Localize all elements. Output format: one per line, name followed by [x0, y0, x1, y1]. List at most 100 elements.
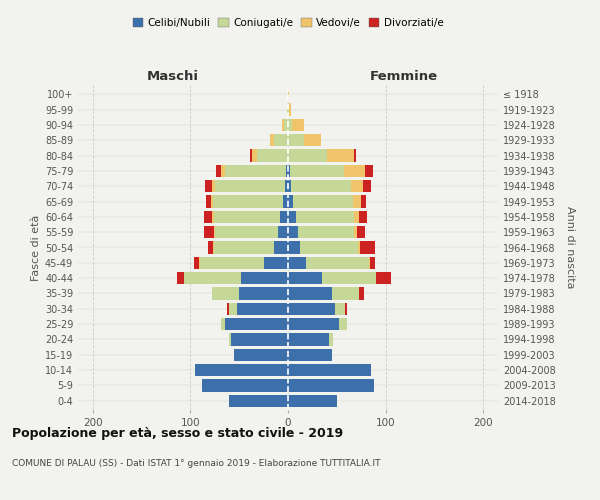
- Bar: [344, 164, 365, 177]
- Bar: [355, 149, 356, 162]
- Bar: [363, 180, 371, 192]
- Bar: [352, 180, 363, 192]
- Bar: [288, 210, 296, 223]
- Bar: [202, 379, 288, 392]
- Bar: [216, 164, 221, 177]
- Bar: [212, 210, 214, 223]
- Legend: Celibi/Nubili, Coniugati/e, Vedovi/e, Divorziati/e: Celibi/Nubili, Coniugati/e, Vedovi/e, Di…: [130, 15, 446, 32]
- Bar: [288, 272, 322, 284]
- Bar: [322, 272, 376, 284]
- Bar: [288, 287, 332, 300]
- Bar: [370, 256, 375, 269]
- Bar: [278, 226, 288, 238]
- Bar: [288, 180, 291, 192]
- Bar: [288, 379, 374, 392]
- Bar: [288, 364, 371, 376]
- Bar: [226, 164, 286, 177]
- Bar: [200, 256, 263, 269]
- Bar: [214, 210, 280, 223]
- Text: Popolazione per età, sesso e stato civile - 2019: Popolazione per età, sesso e stato civil…: [12, 428, 343, 440]
- Bar: [359, 287, 364, 300]
- Bar: [214, 226, 215, 238]
- Bar: [199, 256, 200, 269]
- Bar: [288, 88, 289, 101]
- Bar: [353, 195, 361, 208]
- Bar: [332, 287, 359, 300]
- Bar: [305, 256, 369, 269]
- Bar: [229, 394, 288, 407]
- Bar: [282, 118, 284, 131]
- Bar: [211, 195, 213, 208]
- Bar: [288, 118, 292, 131]
- Bar: [288, 241, 300, 254]
- Bar: [205, 180, 212, 192]
- Bar: [365, 164, 373, 177]
- Bar: [204, 226, 214, 238]
- Bar: [237, 302, 288, 315]
- Bar: [339, 318, 347, 330]
- Bar: [215, 226, 278, 238]
- Bar: [204, 210, 212, 223]
- Text: Maschi: Maschi: [146, 70, 199, 84]
- Bar: [250, 149, 252, 162]
- Bar: [213, 195, 283, 208]
- Bar: [288, 302, 335, 315]
- Bar: [300, 241, 358, 254]
- Bar: [335, 302, 344, 315]
- Text: Femmine: Femmine: [370, 70, 437, 84]
- Bar: [292, 118, 304, 131]
- Bar: [296, 210, 355, 223]
- Bar: [369, 256, 370, 269]
- Bar: [283, 195, 288, 208]
- Bar: [229, 333, 232, 346]
- Bar: [288, 149, 327, 162]
- Bar: [227, 302, 229, 315]
- Bar: [214, 241, 274, 254]
- Bar: [355, 226, 358, 238]
- Bar: [234, 348, 288, 361]
- Bar: [215, 180, 285, 192]
- Bar: [358, 226, 365, 238]
- Bar: [263, 256, 288, 269]
- Bar: [288, 333, 329, 346]
- Bar: [344, 302, 347, 315]
- Bar: [289, 103, 291, 116]
- Text: COMUNE DI PALAU (SS) - Dati ISTAT 1° gennaio 2019 - Elaborazione TUTTITALIA.IT: COMUNE DI PALAU (SS) - Dati ISTAT 1° gen…: [12, 459, 380, 468]
- Bar: [285, 180, 288, 192]
- Bar: [274, 241, 288, 254]
- Bar: [288, 134, 304, 146]
- Bar: [252, 149, 257, 162]
- Bar: [241, 272, 288, 284]
- Bar: [208, 241, 213, 254]
- Bar: [293, 195, 353, 208]
- Bar: [288, 348, 332, 361]
- Bar: [274, 134, 288, 146]
- Bar: [229, 302, 237, 315]
- Bar: [213, 241, 214, 254]
- Bar: [359, 210, 367, 223]
- Bar: [206, 195, 211, 208]
- Bar: [286, 164, 288, 177]
- Bar: [304, 134, 321, 146]
- Bar: [271, 134, 274, 146]
- Bar: [239, 287, 288, 300]
- Bar: [358, 241, 360, 254]
- Bar: [287, 103, 288, 116]
- Bar: [288, 226, 298, 238]
- Bar: [298, 226, 355, 238]
- Bar: [290, 164, 344, 177]
- Bar: [329, 333, 333, 346]
- Bar: [176, 272, 184, 284]
- Bar: [284, 118, 288, 131]
- Y-axis label: Anni di nascita: Anni di nascita: [565, 206, 575, 288]
- Bar: [360, 241, 375, 254]
- Bar: [257, 149, 288, 162]
- Bar: [288, 103, 289, 116]
- Bar: [212, 180, 215, 192]
- Bar: [288, 164, 290, 177]
- Bar: [288, 394, 337, 407]
- Bar: [288, 256, 305, 269]
- Bar: [194, 256, 199, 269]
- Bar: [221, 164, 226, 177]
- Bar: [288, 195, 293, 208]
